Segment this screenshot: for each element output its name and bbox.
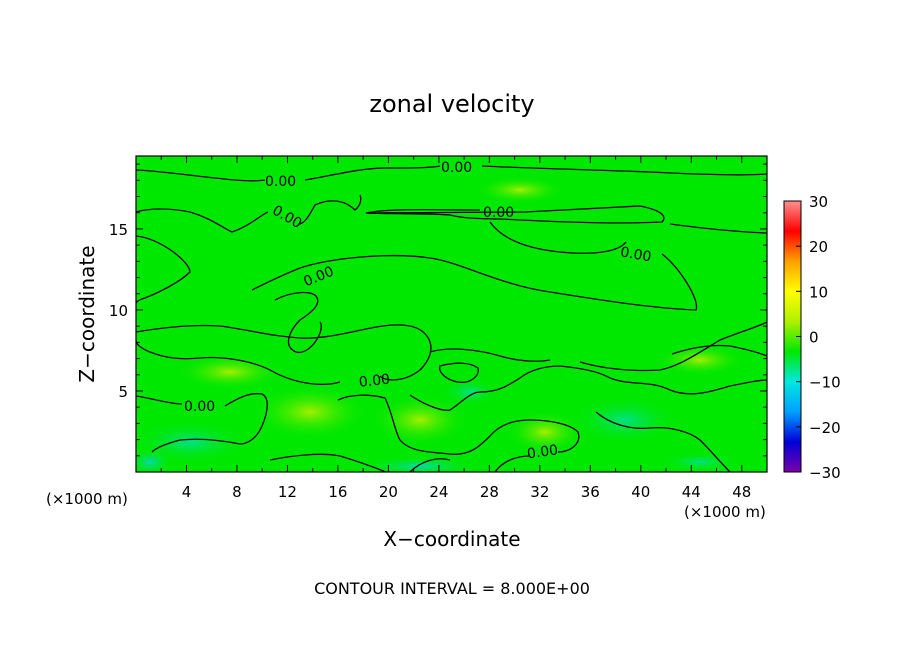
colorbar: 30 20 10 0 −10 −20 −30 — [783, 193, 841, 482]
x-tick-label: 32 — [530, 483, 549, 501]
colorbar-tick-label: −30 — [809, 464, 841, 482]
contour-line — [274, 291, 322, 353]
contour-line — [337, 394, 580, 472]
x-tick-label: 28 — [480, 483, 499, 501]
field-patch — [175, 354, 285, 390]
plot-frame — [135, 155, 768, 473]
contour-label: 0.00 — [619, 244, 652, 265]
contour-line — [409, 365, 767, 411]
field-patch — [505, 410, 585, 454]
z-unit-label: (×1000 m) — [46, 490, 128, 508]
contour-line — [429, 321, 767, 372]
field-patch — [360, 456, 480, 472]
contour-line — [595, 411, 731, 472]
contour-lines — [136, 165, 767, 472]
contour-line — [136, 165, 767, 182]
contour-line — [409, 458, 451, 472]
x-unit-label: (×1000 m) — [684, 503, 766, 521]
field-patch — [475, 176, 565, 204]
contour-label: 0.00 — [483, 205, 514, 221]
y-tick-label: 15 — [109, 221, 128, 239]
colorbar-tick-label: −10 — [809, 374, 841, 392]
field-patch — [370, 394, 470, 446]
contour-line — [669, 223, 767, 234]
contour-line — [136, 235, 191, 305]
y-tick-label: 5 — [118, 383, 128, 401]
contour-interval-note: CONTOUR INTERVAL = 8.000E+00 — [314, 579, 590, 598]
contour-line — [136, 324, 432, 385]
colorbar-tick-label: 20 — [809, 238, 828, 256]
field-patch — [136, 448, 174, 472]
x-tick-label: 20 — [379, 483, 398, 501]
y-axis-label: Z−coordinate — [75, 245, 99, 382]
contour-line — [251, 221, 698, 311]
field-patch — [570, 396, 680, 444]
contour-label: 0.00 — [526, 442, 559, 462]
x-tick-label: 24 — [429, 483, 448, 501]
field-patch — [440, 378, 500, 406]
contour-label: 0.00 — [441, 160, 472, 176]
contour-labels: 0.00 0.00 0.00 0.00 0.00 0.00 0.00 0.00 … — [184, 160, 653, 462]
field-patch — [660, 452, 740, 472]
field-patch — [250, 384, 370, 440]
x-axis-label: X−coordinate — [383, 527, 520, 551]
x-tick-label: 40 — [631, 483, 650, 501]
contour-line — [136, 392, 268, 453]
contour-line — [136, 194, 362, 233]
x-tick-label: 12 — [278, 483, 297, 501]
contour-line — [671, 344, 767, 357]
y-axis: 5 10 15 — [109, 163, 767, 457]
contour-label: 0.00 — [184, 399, 215, 415]
chart-title: zonal velocity — [369, 90, 534, 118]
contour-line — [439, 362, 479, 383]
contour-label: 0.00 — [358, 372, 391, 391]
colorbar-tick-label: 0 — [809, 329, 819, 347]
contour-label: 0.00 — [265, 174, 296, 190]
field-patch — [655, 344, 745, 376]
y-tick-label: 10 — [109, 302, 128, 320]
contour-line — [269, 453, 387, 472]
x-tick-label: 36 — [581, 483, 600, 501]
x-tick-label: 16 — [328, 483, 347, 501]
colorbar-tick-label: 30 — [809, 193, 828, 211]
x-tick-label: 4 — [182, 483, 192, 501]
velocity-field: 0.00 0.00 0.00 0.00 0.00 0.00 0.00 0.00 … — [136, 156, 767, 472]
contour-line — [365, 205, 665, 224]
colorbar-tick-label: 10 — [809, 283, 828, 301]
x-tick-label: 8 — [232, 483, 242, 501]
colorbar-tick-label: −20 — [809, 419, 841, 437]
x-tick-label: 48 — [732, 483, 751, 501]
x-tick-label: 44 — [682, 483, 701, 501]
x-axis: 4 8 12 16 20 24 28 32 36 40 44 48 — [160, 156, 751, 501]
